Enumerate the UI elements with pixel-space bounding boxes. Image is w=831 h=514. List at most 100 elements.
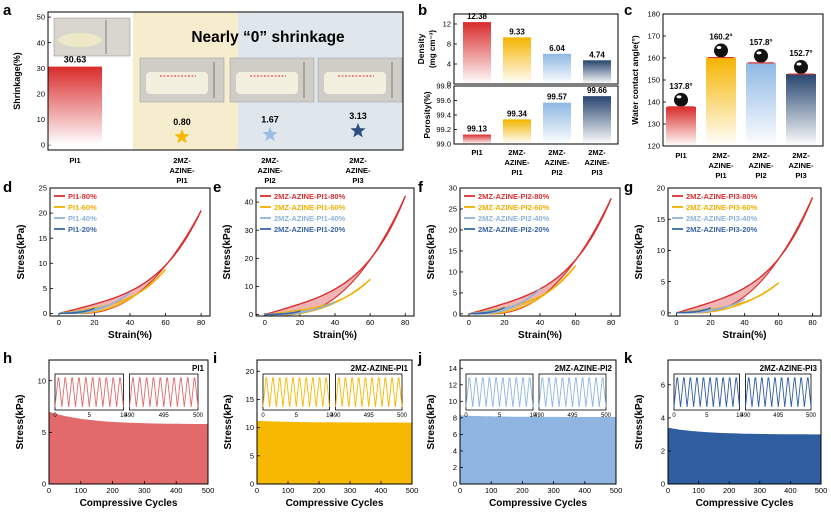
d-legend-label: PI1-60% [68,203,97,212]
f-unloading-curve [479,287,541,315]
j-inset-tick-label: 500 [601,413,612,419]
f-xtick-label: 80 [607,318,615,327]
b-porosity-value: 99.13 [467,125,488,134]
c-category-label: PI3 [795,171,806,180]
i-cyclic-stress-area [257,420,412,484]
i-inset-tick-label: 5 [295,413,299,419]
c-category-label: AZINE- [749,161,775,170]
c-bar [706,57,736,147]
j-ytick-label: 14 [449,364,457,373]
b-category-label: 2MZ- [508,148,526,157]
d-xtick-label: 20 [90,318,98,327]
g-loop-fill [676,197,813,313]
g-unloading-curve [681,307,712,314]
panel-letter-h: h [3,350,12,367]
i-xtick-label: 500 [406,486,419,495]
b-bottom-ytick-label: 99.4 [436,111,451,120]
a-category-label: AZINE- [258,166,284,175]
d-frame [49,187,211,317]
a-category-label: PI1 [176,176,187,185]
d-legend-label: PI1-40% [68,214,97,223]
h-inset-tick-label: 500 [193,413,204,419]
j-ytick-label: 2 [453,463,457,472]
g-ytick-label: 15 [657,215,665,224]
i-xtick-label: 100 [282,486,295,495]
d-loading-curve [58,210,202,315]
e-xtick-label: 80 [401,318,409,327]
k-inset-tick-label: 500 [806,413,817,419]
b-category-label: 2MZ- [588,148,606,157]
e-xtick-label: 0 [263,318,267,327]
e-xtick-label: 20 [296,318,304,327]
j-xtick-label: 400 [579,486,592,495]
h-ytick-label: 0 [42,480,46,489]
a-value-label: 30.63 [64,55,87,65]
h-xtick-label: 300 [138,486,151,495]
b-density-value: 12.38 [467,12,488,21]
j-xlabel: Compressive Cycles [489,498,587,509]
b-porosity-ylabel: Porosity(%) [422,91,432,138]
k-ytick-label: 6 [661,380,665,389]
i-inset-tick-label: 0 [261,413,265,419]
f-ytick-label: 15 [449,247,457,256]
i-xtick-label: 400 [375,486,388,495]
k-title: 2MZ-AZINE-PI3 [760,364,818,373]
e-legend-label: 2MZ-AZINE-PI1-20% [274,225,346,234]
b-category-label: PI2 [551,168,562,177]
f-legend-label: 2MZ-AZINE-PI2-60% [478,203,550,212]
i-title: 2MZ-AZINE-PI1 [351,364,409,373]
e-unloading-curve [270,310,302,316]
b-density-value: 4.74 [589,50,605,59]
f-ytick-label: 0 [453,310,457,319]
d-xtick-label: 80 [197,318,205,327]
panel-letter-j: j [417,350,422,367]
k-xtick-label: 300 [754,486,767,495]
f-xtick-label: 20 [500,318,508,327]
g-frame [667,187,822,317]
water-droplet [794,60,808,75]
k-xtick-label: 200 [723,486,736,495]
panel-letter-c: c [624,2,632,19]
d-xlabel: Strain(%) [108,330,152,341]
k-cyclic-stress-area [668,427,821,484]
k-xlabel: Compressive Cycles [696,498,794,509]
j-xtick-label: 200 [516,486,529,495]
b-density-value: 9.33 [509,27,525,36]
b-porosity-bar [503,119,531,144]
c-category-label: PI1 [675,151,686,160]
c-ytick-label: 130 [647,120,660,129]
i-inset-cycle-trace [335,377,403,408]
c-category-label: PI2 [755,171,766,180]
a-ytick-label: 20 [37,89,45,98]
e-loop-fill [264,196,406,315]
f-legend-label: 2MZ-AZINE-PI2-40% [478,214,550,223]
f-loop-fill [468,265,576,314]
droplet-highlight [716,46,722,50]
water-droplet [714,43,728,58]
j-title: 2MZ-AZINE-PI2 [555,364,613,373]
f-loop-fill [468,198,612,314]
d-ytick-label: 15 [39,234,47,243]
k-ytick-label: 4 [661,413,665,422]
f-unloading-curve [490,198,612,315]
aerogel-sample [236,72,298,94]
h-xtick-label: 100 [75,486,88,495]
k-ylabel: Stress(kPa) [634,394,645,449]
b-bottom-ytick-label: 99.8 [436,82,451,91]
e-ytick-label: 40 [245,198,253,207]
h-inset-tick-label: 10 [120,413,127,419]
a-category-label: 2MZ- [349,156,367,165]
panel-letter-g: g [624,179,633,196]
c-value-label: 152.7° [789,49,812,58]
k-inset-tick-label: 495 [773,413,784,419]
j-inset-tick-label: 0 [464,413,468,419]
e-loading-curve [264,196,406,316]
d-legend-label: PI1-80% [68,192,97,201]
b-density-bar [583,60,611,84]
panel-letter-b: b [418,2,427,19]
h-xtick-label: 500 [202,486,215,495]
a-frame [47,11,404,151]
droplet-highlight [676,95,682,99]
g-unloading-curve [686,298,746,314]
